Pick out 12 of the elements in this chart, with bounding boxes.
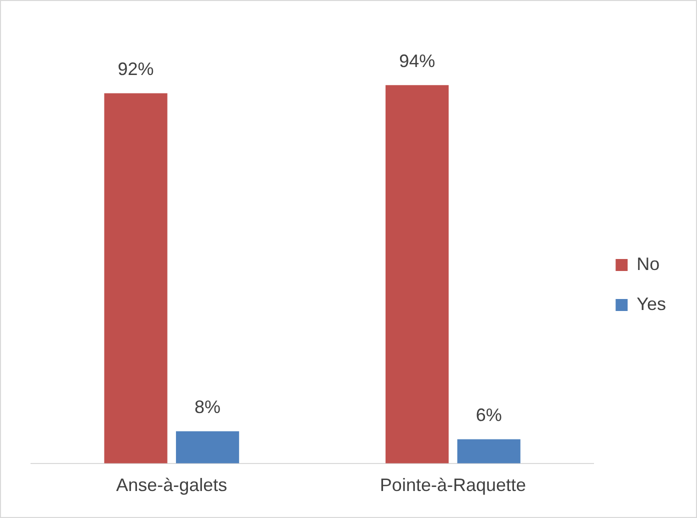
data-label: 94% <box>399 51 436 72</box>
bar <box>457 439 520 464</box>
bar <box>104 93 168 464</box>
x-tick-label: Pointe-à-Raquette <box>380 475 526 496</box>
bar <box>386 85 449 464</box>
data-label: 8% <box>194 397 221 418</box>
bar <box>176 431 240 464</box>
legend-label: Yes <box>636 294 666 314</box>
data-label: 92% <box>118 59 154 80</box>
x-tick-label: Anse-à-galets <box>116 475 228 496</box>
legend-label: No <box>636 254 660 274</box>
data-label: 6% <box>476 405 502 426</box>
